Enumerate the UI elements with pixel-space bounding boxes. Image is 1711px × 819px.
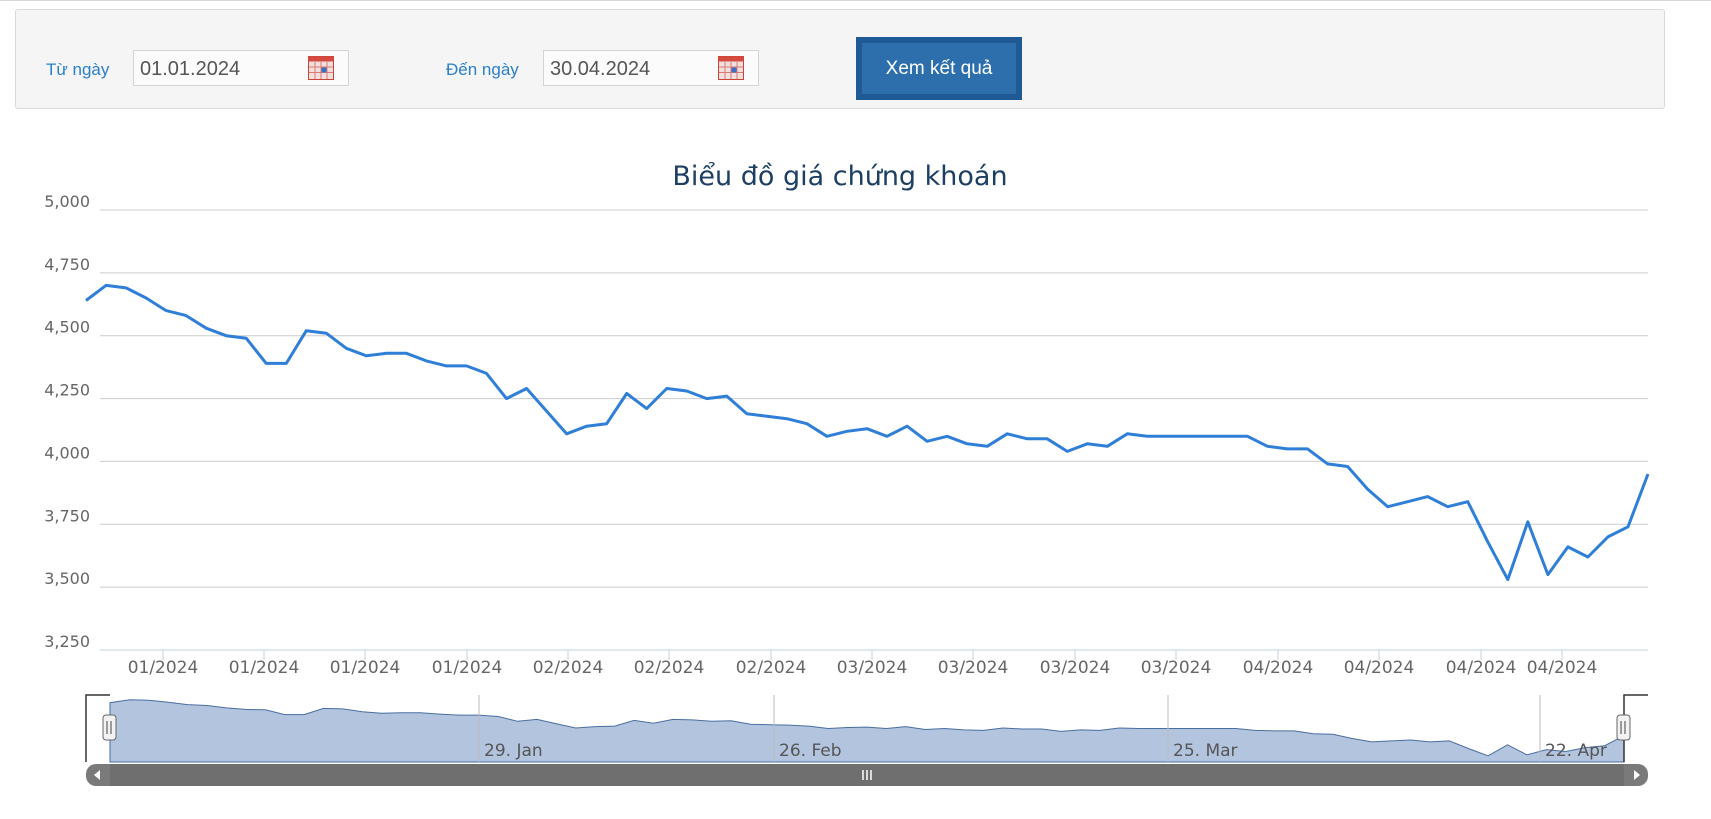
navigator-right-handle[interactable]: [1616, 714, 1631, 741]
x-tick-label: 04/2024: [1344, 658, 1415, 678]
y-tick-label: 5,000: [44, 192, 90, 211]
x-tick-label: 02/2024: [634, 658, 705, 678]
x-tick-label: 03/2024: [1141, 658, 1212, 678]
x-tick-label: 01/2024: [229, 658, 300, 678]
navigator-left-handle[interactable]: [102, 714, 117, 741]
top-border-line: [0, 0, 1711, 5]
from-date-input[interactable]: [134, 51, 312, 87]
navigator-date-label: 29. Jan: [484, 741, 543, 761]
y-tick-label: 3,250: [44, 632, 90, 651]
y-tick-label: 4,500: [44, 318, 90, 337]
y-tick-label: 4,750: [44, 255, 90, 274]
x-tick-label: 04/2024: [1446, 658, 1517, 678]
x-tick-label: 02/2024: [533, 658, 604, 678]
navigator-date-label: 25. Mar: [1173, 741, 1238, 761]
navigator-date-label: 26. Feb: [779, 741, 842, 761]
to-date-box: [543, 50, 759, 87]
x-tick-label: 04/2024: [1243, 658, 1314, 678]
navigator-area: [109, 699, 1625, 763]
x-tick-label: 03/2024: [938, 658, 1009, 678]
x-tick-label: 04/2024: [1527, 658, 1598, 678]
chart-title: Biểu đồ giá chứng khoán: [672, 161, 1007, 192]
y-tick-label: 3,500: [44, 569, 90, 588]
x-tick-label: 03/2024: [837, 658, 908, 678]
y-tick-label: 4,250: [44, 381, 90, 400]
to-date-input[interactable]: [544, 51, 722, 87]
x-tick-label: 01/2024: [432, 658, 503, 678]
scroll-left-arrow-icon[interactable]: [94, 770, 100, 780]
navigator-left-edge: [85, 694, 110, 762]
x-tick-label: 02/2024: [736, 658, 807, 678]
y-tick-label: 4,000: [44, 443, 90, 462]
x-tick-label: 01/2024: [128, 658, 199, 678]
calendar-icon[interactable]: [308, 56, 334, 80]
date-filter-panel: Từ ngày Đến ngày Xem kết quả: [15, 9, 1665, 109]
from-date-label: Từ ngày: [46, 60, 110, 79]
scroll-right-arrow-icon[interactable]: [1634, 770, 1640, 780]
to-date-label: Đến ngày: [446, 60, 519, 79]
view-results-button[interactable]: Xem kết quả: [856, 37, 1022, 100]
calendar-icon[interactable]: [718, 56, 744, 80]
x-tick-label: 03/2024: [1040, 658, 1111, 678]
view-results-label: Xem kết quả: [862, 43, 1016, 94]
navigator-date-label: 22. Apr: [1545, 741, 1607, 761]
price-line: [85, 283, 1650, 582]
x-tick-label: 01/2024: [330, 658, 401, 678]
y-tick-label: 3,750: [44, 506, 90, 525]
from-date-box: [133, 50, 349, 87]
